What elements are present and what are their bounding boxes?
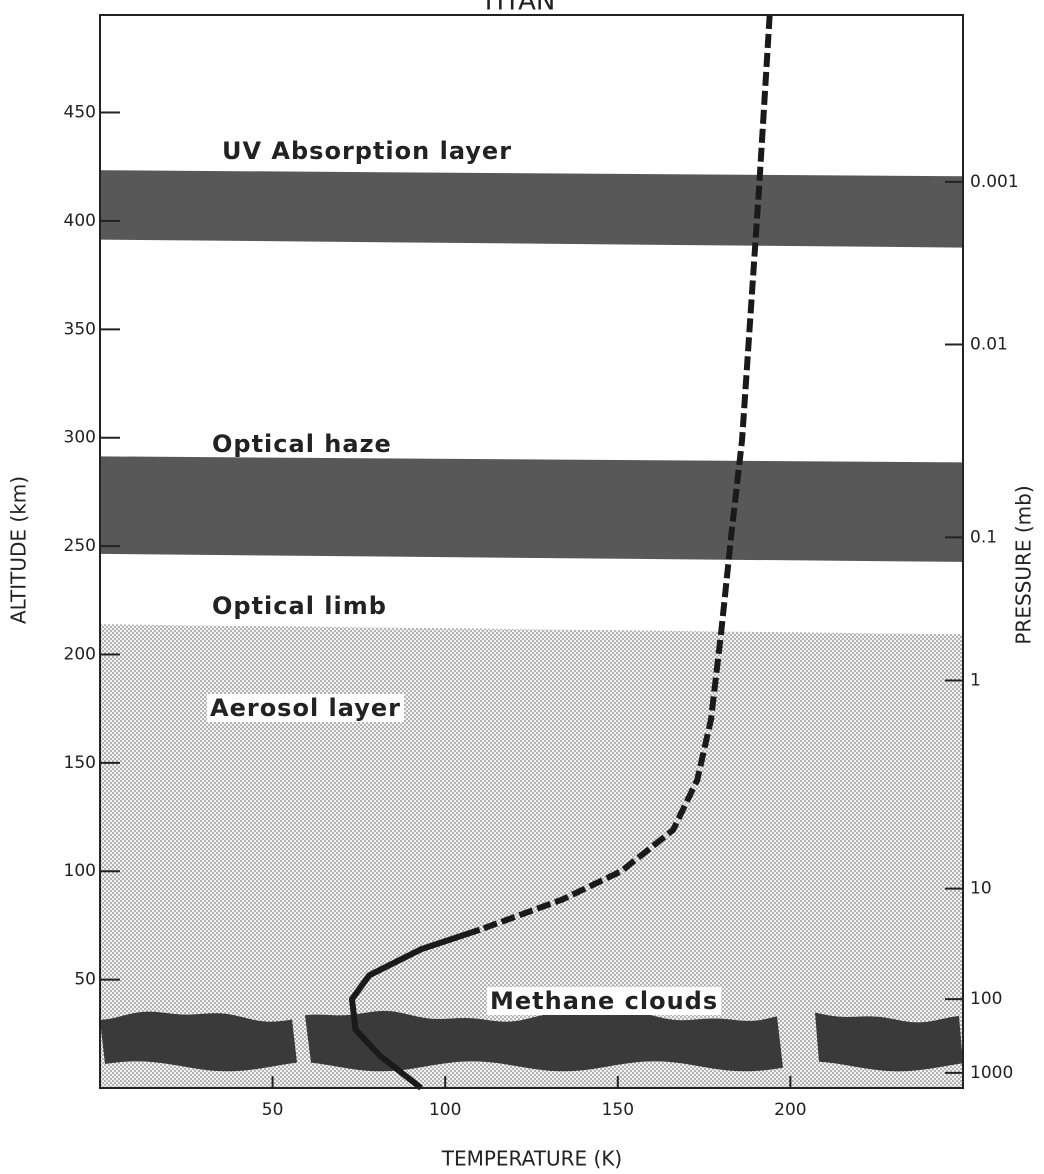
y-axis-title: ALTITUDE (km) <box>7 476 31 624</box>
layer-label: Optical limb <box>212 592 387 620</box>
y2-tick-label: 10 <box>970 879 992 899</box>
chart: TITAN TEMPERATURE (K) ALTITUDE (km) PRES… <box>0 0 1044 1174</box>
y-tick-label: 400 <box>64 211 96 231</box>
layer-label: Aerosol layer <box>210 694 401 722</box>
band <box>100 170 963 247</box>
y2-tick-label: 1000 <box>970 1063 1013 1083</box>
layer-label: Methane clouds <box>490 987 718 1015</box>
y-tick-label: 50 <box>74 970 96 990</box>
y-tick-label: 450 <box>64 103 96 123</box>
layers <box>100 170 963 1088</box>
y-tick-label: 200 <box>64 644 96 664</box>
y-tick-label: 100 <box>64 861 96 881</box>
x-tick-label: 150 <box>602 1100 634 1120</box>
band <box>100 456 963 562</box>
y-tick-label: 350 <box>64 319 96 339</box>
y2-axis-title: PRESSURE (mb) <box>1012 485 1036 644</box>
y2-tick-label: 1 <box>970 670 981 690</box>
x-axis-title: TEMPERATURE (K) <box>441 1147 623 1171</box>
y2-tick-label: 0.01 <box>970 334 1008 354</box>
methane-cloud <box>305 1011 783 1071</box>
y2-tick-label: 0.001 <box>970 172 1019 192</box>
x-tick-label: 100 <box>429 1100 461 1120</box>
y-tick-label: 250 <box>64 536 96 556</box>
x-tick-label: 200 <box>774 1100 806 1120</box>
y-tick-label: 150 <box>64 753 96 773</box>
x-tick-label: 50 <box>262 1100 284 1120</box>
y-tick-label: 300 <box>64 428 96 448</box>
y2-tick-label: 100 <box>970 989 1002 1009</box>
layer-label: UV Absorption layer <box>222 137 512 165</box>
methane-cloud <box>815 1013 963 1072</box>
layer-label: Optical haze <box>212 430 392 458</box>
y2-tick-label: 0.1 <box>970 527 997 547</box>
